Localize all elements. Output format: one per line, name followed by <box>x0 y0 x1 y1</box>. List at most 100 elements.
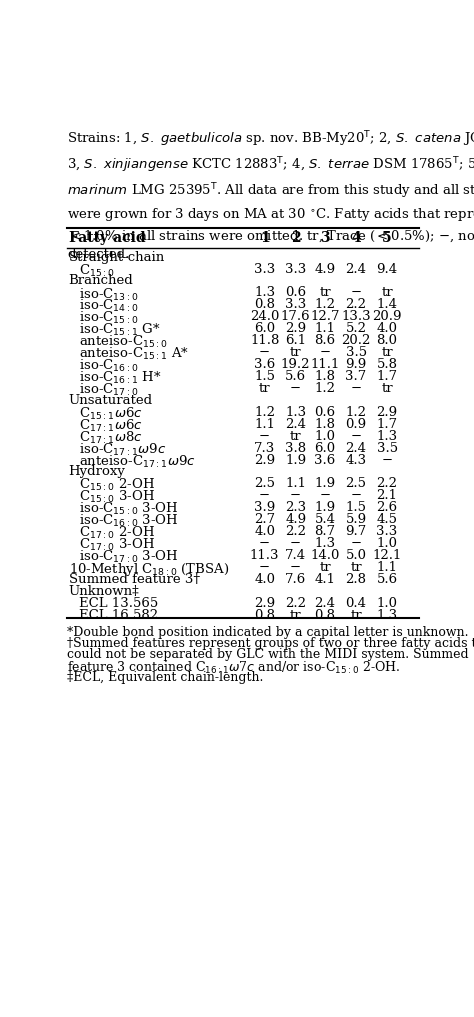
Text: tr: tr <box>290 609 301 621</box>
Text: 10-Methyl C$_{18:0}$ (TBSA): 10-Methyl C$_{18:0}$ (TBSA) <box>69 561 229 578</box>
Text: 0.6: 0.6 <box>315 406 336 419</box>
Text: iso-C$_{16:1}$ H*: iso-C$_{16:1}$ H* <box>80 370 162 386</box>
Text: 3.8: 3.8 <box>285 441 306 455</box>
Text: C$_{17:0}$ 3-OH: C$_{17:0}$ 3-OH <box>80 537 155 553</box>
Text: C$_{17:1}\omega$8$c$: C$_{17:1}\omega$8$c$ <box>80 429 143 445</box>
Text: 0.8: 0.8 <box>315 609 336 621</box>
Text: Fatty acid: Fatty acid <box>69 232 145 245</box>
Text: 20.9: 20.9 <box>372 310 402 323</box>
Text: iso-C$_{17:0}$ 3-OH: iso-C$_{17:0}$ 3-OH <box>80 549 179 565</box>
Text: 2: 2 <box>291 232 301 245</box>
Text: Strains: 1, $\mathit{S.\ gaetbulicola}$ sp. nov. BB-My20$^{\mathsf{T}}$; 2, $\ma: Strains: 1, $\mathit{S.\ gaetbulicola}$ … <box>67 130 474 261</box>
Text: 14.0: 14.0 <box>310 549 340 562</box>
Text: 12.7: 12.7 <box>310 310 340 323</box>
Text: 11.3: 11.3 <box>250 549 279 562</box>
Text: 5: 5 <box>382 232 392 245</box>
Text: 2.4: 2.4 <box>346 262 366 276</box>
Text: C$_{17:1}\omega$6$c$: C$_{17:1}\omega$6$c$ <box>80 418 143 434</box>
Text: tr: tr <box>259 382 271 395</box>
Text: 4.9: 4.9 <box>315 262 336 276</box>
Text: Straight-chain: Straight-chain <box>69 250 165 263</box>
Text: 1.3: 1.3 <box>285 406 306 419</box>
Text: iso-C$_{16:0}$: iso-C$_{16:0}$ <box>80 358 139 374</box>
Text: −: − <box>259 561 270 574</box>
Text: 2.5: 2.5 <box>254 477 275 490</box>
Text: 7.3: 7.3 <box>254 441 275 455</box>
Text: 2.5: 2.5 <box>346 477 366 490</box>
Text: Unsaturated: Unsaturated <box>69 394 153 407</box>
Text: anteiso-C$_{17:1}\omega$9$c$: anteiso-C$_{17:1}\omega$9$c$ <box>80 454 196 470</box>
Text: 1.9: 1.9 <box>285 454 306 467</box>
Text: 5.0: 5.0 <box>346 549 366 562</box>
Text: 1.2: 1.2 <box>315 298 336 311</box>
Text: iso-C$_{14:0}$: iso-C$_{14:0}$ <box>80 298 139 314</box>
Text: 7.4: 7.4 <box>285 549 306 562</box>
Text: 2.9: 2.9 <box>254 454 275 467</box>
Text: 2.2: 2.2 <box>285 525 306 538</box>
Text: 1.9: 1.9 <box>315 477 336 490</box>
Text: 0.8: 0.8 <box>254 609 275 621</box>
Text: 13.3: 13.3 <box>341 310 371 323</box>
Text: 3.3: 3.3 <box>254 262 275 276</box>
Text: feature 3 contained C$_{16:1}\omega$7$c$ and/or iso-C$_{15:0}$ 2-OH.: feature 3 contained C$_{16:1}\omega$7$c$… <box>67 659 400 675</box>
Text: Summed feature 3†: Summed feature 3† <box>69 573 200 586</box>
Text: −: − <box>350 537 362 550</box>
Text: 2.9: 2.9 <box>285 322 306 336</box>
Text: 6.1: 6.1 <box>285 335 306 347</box>
Text: 11.8: 11.8 <box>250 335 279 347</box>
Text: C$_{17:0}$ 2-OH: C$_{17:0}$ 2-OH <box>80 525 155 541</box>
Text: 2.4: 2.4 <box>315 597 336 610</box>
Text: iso-C$_{17:1}\omega$9$c$: iso-C$_{17:1}\omega$9$c$ <box>80 441 166 458</box>
Text: −: − <box>350 382 362 395</box>
Text: 2.3: 2.3 <box>285 501 306 515</box>
Text: ECL 13.565: ECL 13.565 <box>80 597 159 610</box>
Text: 5.6: 5.6 <box>285 370 306 383</box>
Text: 3.5: 3.5 <box>346 346 366 359</box>
Text: anteiso-C$_{15:1}$ A*: anteiso-C$_{15:1}$ A* <box>80 346 190 362</box>
Text: 1: 1 <box>260 232 270 245</box>
Text: 0.9: 0.9 <box>346 418 366 431</box>
Text: 1.0: 1.0 <box>315 429 336 442</box>
Text: Branched: Branched <box>69 275 133 288</box>
Text: 1.1: 1.1 <box>254 418 275 431</box>
Text: 3.3: 3.3 <box>285 298 306 311</box>
Text: −: − <box>290 537 301 550</box>
Text: iso-C$_{15:1}$ G*: iso-C$_{15:1}$ G* <box>80 322 161 339</box>
Text: could not be separated by GLC with the MIDI system. Summed: could not be separated by GLC with the M… <box>67 648 469 661</box>
Text: 2.9: 2.9 <box>376 406 398 419</box>
Text: −: − <box>259 429 270 442</box>
Text: 5.2: 5.2 <box>346 322 366 336</box>
Text: 1.5: 1.5 <box>254 370 275 383</box>
Text: 3.6: 3.6 <box>314 454 336 467</box>
Text: 1.3: 1.3 <box>254 287 275 299</box>
Text: C$_{15:0}$ 3-OH: C$_{15:0}$ 3-OH <box>80 489 155 505</box>
Text: 3.7: 3.7 <box>346 370 367 383</box>
Text: 4.0: 4.0 <box>376 322 398 336</box>
Text: anteiso-C$_{15:0}$: anteiso-C$_{15:0}$ <box>80 335 169 350</box>
Text: 1.2: 1.2 <box>254 406 275 419</box>
Text: 1.4: 1.4 <box>376 298 398 311</box>
Text: tr: tr <box>381 382 393 395</box>
Text: 9.9: 9.9 <box>346 358 367 371</box>
Text: 3.9: 3.9 <box>254 501 275 515</box>
Text: tr: tr <box>319 561 331 574</box>
Text: 4.0: 4.0 <box>254 573 275 586</box>
Text: iso-C$_{16:0}$ 3-OH: iso-C$_{16:0}$ 3-OH <box>80 514 179 529</box>
Text: 2.4: 2.4 <box>346 441 366 455</box>
Text: −: − <box>350 287 362 299</box>
Text: −: − <box>259 346 270 359</box>
Text: 5.8: 5.8 <box>376 358 398 371</box>
Text: 5.9: 5.9 <box>346 514 366 526</box>
Text: 7.6: 7.6 <box>285 573 306 586</box>
Text: tr: tr <box>290 346 301 359</box>
Text: †Summed features represent groups of two or three fatty acids that: †Summed features represent groups of two… <box>67 638 474 650</box>
Text: −: − <box>319 346 331 359</box>
Text: iso-C$_{15:0}$ 3-OH: iso-C$_{15:0}$ 3-OH <box>80 501 179 518</box>
Text: 1.1: 1.1 <box>376 561 398 574</box>
Text: 8.0: 8.0 <box>376 335 398 347</box>
Text: 3.6: 3.6 <box>254 358 275 371</box>
Text: 19.2: 19.2 <box>281 358 310 371</box>
Text: 1.2: 1.2 <box>346 406 366 419</box>
Text: iso-C$_{15:0}$: iso-C$_{15:0}$ <box>80 310 139 326</box>
Text: −: − <box>290 382 301 395</box>
